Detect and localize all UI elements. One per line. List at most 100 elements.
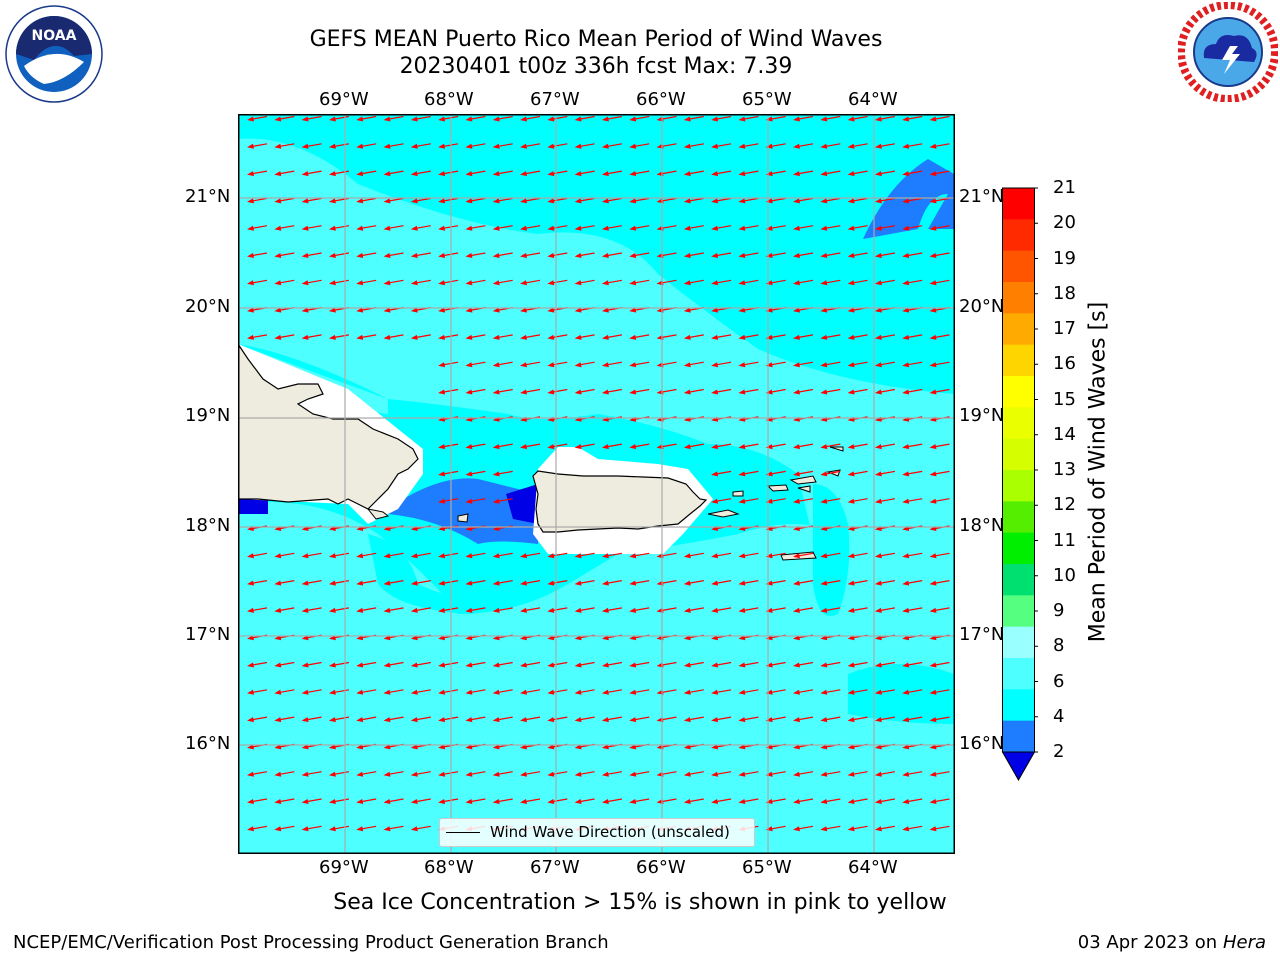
wave-direction-arrowhead xyxy=(847,389,855,395)
wave-direction-arrowhead xyxy=(274,826,282,832)
wave-direction-arrowhead xyxy=(328,171,336,177)
wave-direction-arrowhead xyxy=(793,116,800,122)
colorbar-tick-label: 21 xyxy=(1053,177,1076,198)
wave-direction-arrowhead xyxy=(683,253,691,258)
wave-direction-arrowhead xyxy=(438,689,446,695)
wave-direction-arrowhead xyxy=(247,116,254,122)
wave-direction-arrowhead xyxy=(465,744,473,750)
wave-direction-arrowhead xyxy=(738,717,746,723)
wave-direction-arrowhead xyxy=(929,771,937,777)
wave-direction-arrowhead xyxy=(520,116,527,122)
wave-direction-arrowhead xyxy=(247,253,254,258)
wave-direction-arrowhead xyxy=(328,553,336,559)
wave-direction-arrowhead xyxy=(793,826,800,832)
wave-direction-arrowhead xyxy=(711,444,719,450)
wave-direction-arrowhead xyxy=(465,280,473,286)
wave-direction-arrowhead xyxy=(465,116,473,122)
wave-direction-arrowhead xyxy=(847,171,855,177)
wave-direction-arrowhead xyxy=(902,471,910,477)
wave-direction-arrowhead xyxy=(356,225,364,231)
wave-direction-arrowhead xyxy=(738,362,746,368)
wave-direction-arrowhead xyxy=(820,580,828,586)
wave-direction-arrowhead xyxy=(874,225,882,231)
wave-direction-arrowhead xyxy=(929,116,937,122)
wave-direction-arrowhead xyxy=(793,553,800,559)
wave-direction-arrowhead xyxy=(793,471,800,477)
wave-direction-arrowhead xyxy=(820,334,828,340)
wave-direction-arrowhead xyxy=(492,307,500,313)
wave-direction-arrowhead xyxy=(629,662,637,668)
wave-direction-arrowhead xyxy=(874,607,882,613)
wave-direction-arrowhead xyxy=(301,253,309,258)
colorbar-tick-label: 18 xyxy=(1053,282,1076,304)
wave-direction-arrowhead xyxy=(847,498,855,504)
colorbar-swatch xyxy=(1002,626,1035,659)
wave-direction-arrowhead xyxy=(929,471,937,477)
wave-direction-arrowhead xyxy=(683,389,691,395)
wave-direction-arrowhead xyxy=(356,662,364,668)
wave-direction-arrowhead xyxy=(520,198,527,204)
sea-ice-note: Sea Ice Concentration > 15% is shown in … xyxy=(333,890,947,915)
colorbar-swatch xyxy=(1002,470,1035,502)
wave-direction-arrowhead xyxy=(629,389,637,395)
wave-direction-arrowhead xyxy=(492,498,500,504)
wave-direction-arrowhead xyxy=(847,744,855,750)
wave-direction-arrowhead xyxy=(601,717,609,723)
wave-direction-arrowhead xyxy=(601,389,609,395)
wave-direction-arrowhead xyxy=(711,744,719,750)
wave-direction-arrowhead xyxy=(601,116,609,122)
wave-direction-arrowhead xyxy=(902,334,910,340)
colorbar-swatch xyxy=(1002,595,1035,628)
wave-direction-arrowhead xyxy=(356,689,364,695)
puerto-rico-land xyxy=(532,470,708,533)
wave-direction-arrowhead xyxy=(711,580,719,586)
wave-direction-arrowhead xyxy=(301,662,309,668)
wave-direction-arrowhead xyxy=(301,334,309,340)
wave-direction-arrowhead xyxy=(356,198,364,204)
wind-wave-direction-arrows xyxy=(247,115,950,832)
colorbar-swatch xyxy=(1002,438,1035,471)
lon-label-bottom-65w: 65°W xyxy=(742,857,792,878)
wave-direction-arrowhead xyxy=(274,771,282,777)
wave-direction-arrowhead xyxy=(683,607,691,613)
wave-direction-arrowhead xyxy=(492,116,500,122)
wave-direction-arrowhead xyxy=(874,771,882,777)
wave-direction-arrowhead xyxy=(301,225,309,231)
wave-direction-arrowhead xyxy=(465,471,473,477)
wave-direction-arrowhead xyxy=(383,171,391,177)
lat-label-left-17n: 17°N xyxy=(185,624,231,645)
footer-date-text: 03 Apr 2023 on xyxy=(1077,932,1223,953)
wave-direction-arrowhead xyxy=(465,689,473,695)
colorbar-axis-label: Mean Period of Wind Waves [s] xyxy=(1085,301,1111,643)
wave-direction-arrowhead xyxy=(547,280,555,286)
wave-direction-arrowhead xyxy=(738,444,746,450)
wave-direction-arrowhead xyxy=(356,553,364,559)
wave-direction-arrowhead xyxy=(383,580,391,586)
wave-direction-arrowhead xyxy=(929,744,937,750)
wave-direction-arrowhead xyxy=(629,116,637,122)
colorbar-tick-label: 12 xyxy=(1053,494,1076,516)
wave-direction-arrowhead xyxy=(793,362,800,368)
wave-direction-arrowhead xyxy=(793,389,800,395)
wave-direction-arrowhead xyxy=(574,198,582,204)
wave-direction-arrowhead xyxy=(793,662,800,668)
colorbar-swatch xyxy=(1002,407,1035,440)
wave-direction-arrowhead xyxy=(847,143,855,149)
wave-direction-arrowhead xyxy=(683,689,691,695)
wave-direction-arrowhead xyxy=(738,116,746,122)
wave-direction-arrowhead xyxy=(520,253,527,258)
wave-direction-arrowhead xyxy=(929,307,937,313)
wave-direction-arrowhead xyxy=(711,307,719,313)
colorbar-tick-label: 20 xyxy=(1053,212,1076,234)
wave-direction-arrowhead xyxy=(683,662,691,668)
wave-direction-arrowhead xyxy=(847,717,855,723)
wave-direction-arrowhead xyxy=(520,280,527,286)
wave-direction-arrowhead xyxy=(274,307,282,313)
wave-direction-arrowhead xyxy=(601,444,609,450)
wave-direction-arrowhead xyxy=(438,334,446,340)
wave-direction-arrowhead xyxy=(793,253,800,258)
wave-direction-arrowhead xyxy=(574,553,582,559)
wave-direction-arrowhead xyxy=(383,744,391,750)
wave-direction-arrowhead xyxy=(929,580,937,586)
wave-direction-arrowhead xyxy=(929,444,937,450)
